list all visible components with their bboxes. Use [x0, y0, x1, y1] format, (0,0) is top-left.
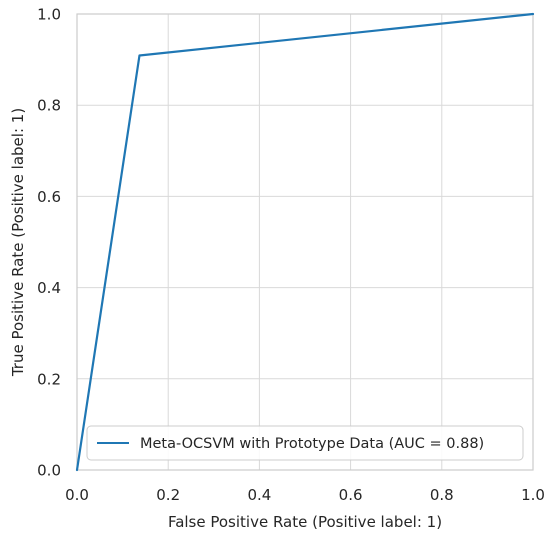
x-tick-label: 0.4	[247, 486, 271, 504]
x-tick-label: 0.2	[156, 486, 180, 504]
x-tick-label: 0.0	[65, 486, 89, 504]
y-tick-label: 0.4	[37, 279, 61, 297]
x-tick-label: 0.8	[430, 486, 454, 504]
plot-frame	[76, 13, 534, 471]
x-axis-label: False Positive Rate (Positive label: 1)	[168, 513, 442, 531]
y-tick-label: 0.8	[37, 97, 61, 115]
y-tick-label: 0.0	[37, 462, 61, 480]
series-layer	[75, 12, 535, 472]
x-tick-label: 0.6	[339, 486, 363, 504]
x-tick-label: 1.0	[521, 486, 545, 504]
y-tick-label: 1.0	[37, 6, 61, 24]
legend: Meta-OCSVM with Prototype Data (AUC = 0.…	[86, 425, 524, 461]
y-tick-label: 0.2	[37, 370, 61, 388]
roc-curve-line	[75, 12, 535, 472]
y-tick-labels: 0.0 0.2 0.4 0.6 0.8 1.0	[37, 6, 61, 480]
legend-label: Meta-OCSVM with Prototype Data (AUC = 0.…	[140, 436, 484, 452]
y-axis-label: True Positive Rate (Positive label: 1)	[9, 108, 27, 377]
x-tick-labels: 0.0 0.2 0.4 0.6 0.8 1.0	[65, 486, 545, 504]
y-tick-label: 0.6	[37, 188, 61, 206]
grid	[76, 13, 534, 471]
legend-box	[86, 425, 524, 461]
